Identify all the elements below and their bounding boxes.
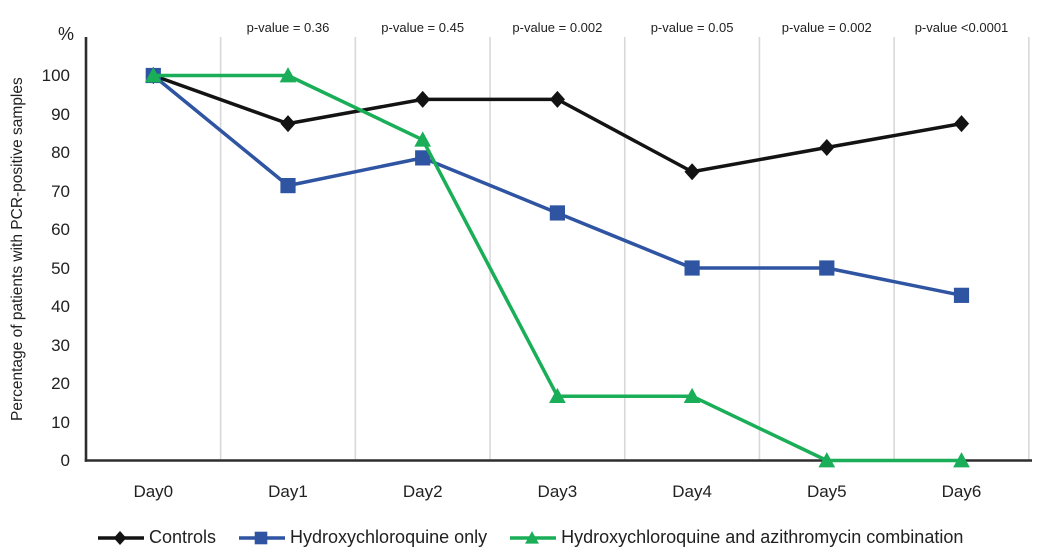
data-point-diamond bbox=[415, 90, 431, 108]
y-tick-label: 0 bbox=[60, 451, 70, 470]
y-tick-label: 30 bbox=[51, 335, 70, 355]
x-axis-label-day4: Day4 bbox=[672, 482, 712, 501]
legend-triangle-swatch bbox=[510, 530, 557, 544]
y-tick-label: 90 bbox=[51, 104, 70, 124]
series-line-hydroxychloroquine-only bbox=[151, 73, 964, 298]
data-point-diamond bbox=[684, 163, 700, 181]
data-point-diamond bbox=[280, 115, 296, 133]
data-point-triangle bbox=[953, 452, 970, 468]
legend-label: Hydroxychloroquine and azithromycin comb… bbox=[561, 527, 964, 547]
p-value-label-day5: p-value = 0.002 bbox=[781, 20, 872, 35]
y-axis-title: Percentage of patients with PCR-positive… bbox=[9, 77, 26, 421]
y-tick-label: 60 bbox=[51, 220, 70, 239]
data-point-square bbox=[953, 287, 970, 303]
x-axis-label-day6: Day6 bbox=[941, 482, 982, 501]
legend: Controls Hydroxychloroquine only Hydroxych… bbox=[98, 527, 963, 548]
data-point-square bbox=[684, 260, 700, 276]
data-point-triangle bbox=[414, 131, 432, 147]
legend-item-controls: Controls bbox=[98, 527, 216, 548]
y-tick-label: 50 bbox=[51, 258, 70, 278]
data-point-square bbox=[415, 150, 431, 166]
y-tick-label: 70 bbox=[51, 181, 70, 201]
x-axis-label-day0: Day0 bbox=[133, 482, 174, 501]
data-point-diamond bbox=[549, 90, 565, 108]
data-point-diamond bbox=[819, 138, 835, 157]
legend-diamond-swatch bbox=[98, 530, 144, 545]
data-point-triangle bbox=[683, 387, 701, 404]
data-point-triangle bbox=[818, 452, 836, 468]
data-point-triangle bbox=[279, 67, 297, 83]
x-axis-label-day3: Day3 bbox=[537, 482, 578, 501]
legend-label: Controls bbox=[149, 527, 217, 547]
data-point-diamond bbox=[113, 530, 127, 545]
x-axis-label-day1: Day1 bbox=[268, 482, 308, 501]
data-point-square bbox=[280, 178, 296, 194]
y-tick-label: 20 bbox=[51, 374, 70, 393]
legend-square-swatch bbox=[239, 531, 286, 544]
y-tick-label: 10 bbox=[51, 412, 70, 432]
y-axis-unit-label: % bbox=[57, 24, 74, 44]
x-axis-label-day2: Day2 bbox=[402, 482, 443, 501]
series-line-controls bbox=[151, 73, 964, 174]
x-axis-label-day5: Day5 bbox=[806, 482, 847, 501]
data-point-triangle bbox=[144, 67, 162, 83]
legend-label: Hydroxychloroquine only bbox=[290, 527, 488, 547]
y-tick-label: 40 bbox=[51, 297, 70, 316]
p-value-label-day2: p-value = 0.45 bbox=[381, 20, 465, 35]
p-value-label-day3: p-value = 0.002 bbox=[512, 20, 603, 35]
data-point-triangle bbox=[525, 530, 540, 544]
p-value-label-day6: p-value <0.0001 bbox=[914, 20, 1009, 35]
y-tick-label: 80 bbox=[51, 143, 70, 162]
data-point-triangle bbox=[549, 387, 566, 404]
data-point-square bbox=[549, 205, 565, 221]
legend-item-hydroxychloroquine-and-azithromycin-combination: Hydroxychloroquine and azithromycin comb… bbox=[510, 527, 963, 548]
p-value-label-day1: p-value = 0.36 bbox=[246, 20, 330, 35]
data-point-square bbox=[254, 531, 268, 544]
y-tick-label: 100 bbox=[41, 66, 70, 85]
p-value-label-day4: p-value = 0.05 bbox=[650, 20, 734, 35]
data-point-diamond bbox=[953, 115, 970, 133]
legend-item-hydroxychloroquine-only: Hydroxychloroquine only bbox=[239, 527, 487, 548]
data-point-square bbox=[819, 260, 835, 276]
